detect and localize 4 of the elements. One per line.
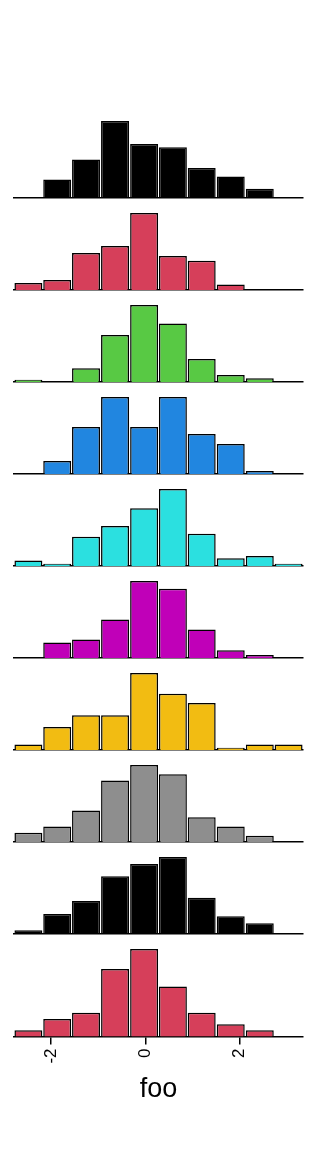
x-tick-label: -2 — [40, 1048, 60, 1064]
x-tick-label: 0 — [134, 1048, 154, 1058]
x-tick-label: 2 — [229, 1048, 249, 1058]
x-axis-title: foo — [139, 1073, 178, 1104]
